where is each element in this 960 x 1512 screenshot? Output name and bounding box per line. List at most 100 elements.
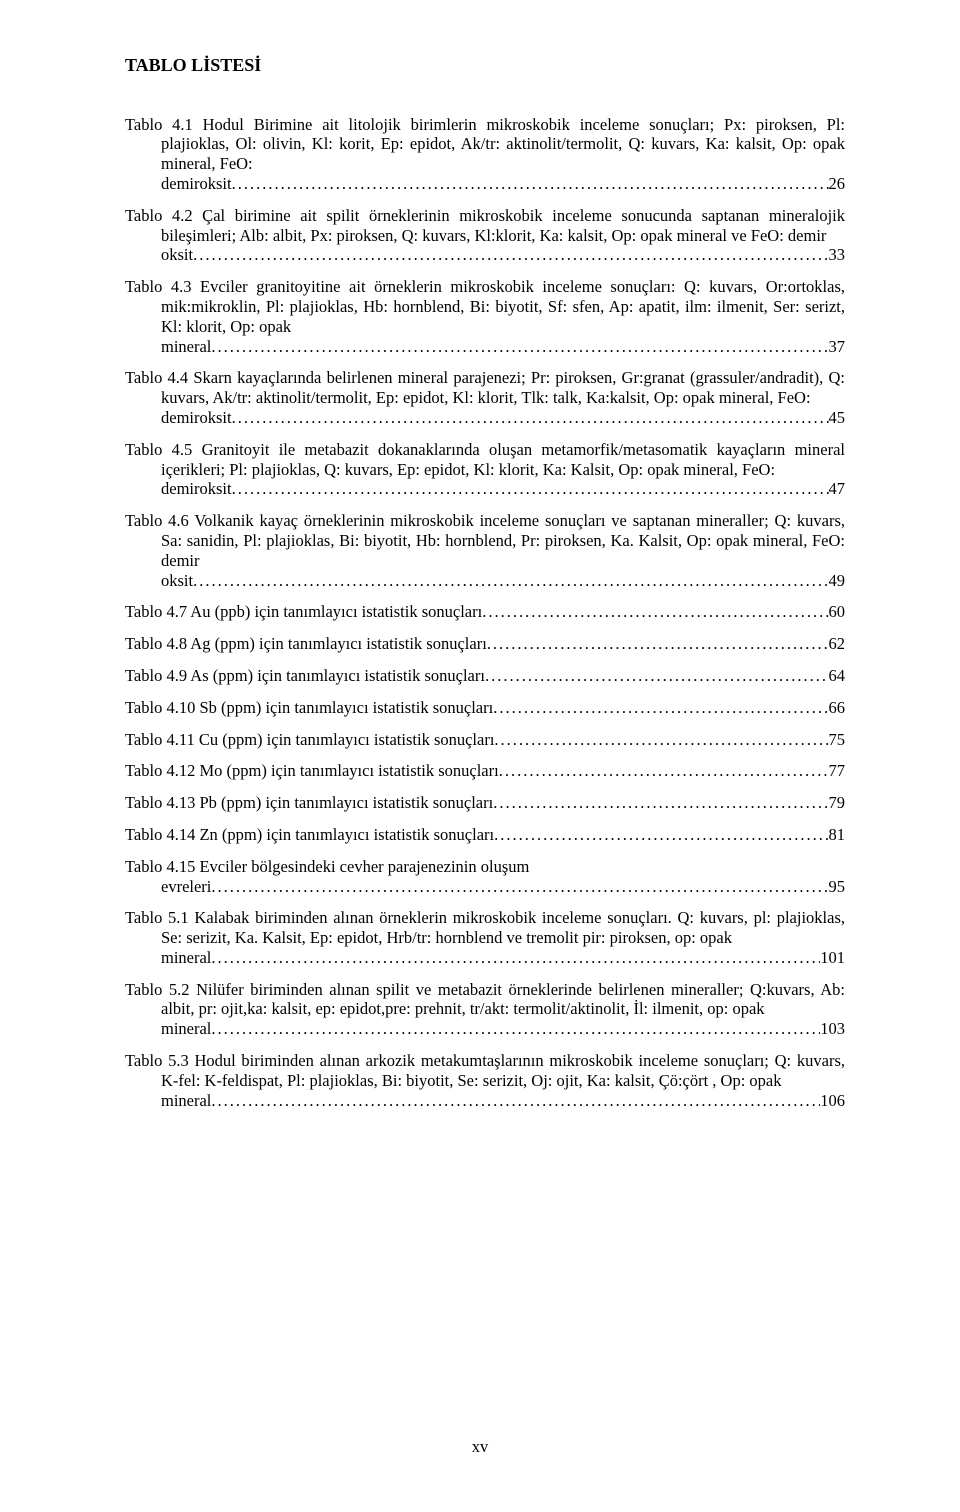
toc-entry-text: Tablo 4.5 Granitoyit ile metabazit dokan… <box>161 440 845 480</box>
toc-entry-tail: mineral. <box>161 948 216 968</box>
toc-row: oksit. .................................… <box>161 571 845 591</box>
toc-entry: Tablo 4.8 Ag (ppm) için tanımlayıcı ista… <box>125 634 845 654</box>
toc-row: demiroksit. ............................… <box>161 174 845 194</box>
toc-entry-tail: evreleri. <box>161 877 216 897</box>
toc-page-number: 95 <box>829 877 846 897</box>
toc-entry-text: Tablo 4.7 Au (ppb) için tanımlayıcı ista… <box>125 602 486 622</box>
toc-entry: Tablo 4.6 Volkanik kayaç örneklerinin mi… <box>125 511 845 590</box>
toc-page-number: 101 <box>820 948 845 968</box>
toc-row: Tablo 4.8 Ag (ppm) için tanımlayıcı ista… <box>125 634 845 654</box>
toc-row: Tablo 4.12 Mo (ppm) için tanımlayıcı ist… <box>125 761 845 781</box>
toc-page-number: 77 <box>829 761 846 781</box>
toc-leaders: ........................................… <box>236 174 829 194</box>
toc-entry: Tablo 4.13 Pb (ppm) için tanımlayıcı ist… <box>125 793 845 813</box>
toc-entry: Tablo 5.1 Kalabak biriminden alınan örne… <box>125 908 845 967</box>
toc-row: Tablo 4.10 Sb (ppm) için tanımlayıcı ist… <box>125 698 845 718</box>
toc-leaders: ........................................… <box>216 337 829 357</box>
toc-entry-text: Tablo 4.6 Volkanik kayaç örneklerinin mi… <box>161 511 845 570</box>
toc-entry-text: Tablo 4.1 Hodul Birimine ait litolojik b… <box>161 115 845 174</box>
toc-entry-text: Tablo 4.10 Sb (ppm) için tanımlayıcı ist… <box>125 698 497 718</box>
toc-entry-tail: oksit. <box>161 245 197 265</box>
toc-page-number: 45 <box>829 408 846 428</box>
toc-leaders: ........................................… <box>497 793 828 813</box>
toc-entry: Tablo 4.2 Çal birimine ait spilit örnekl… <box>125 206 845 265</box>
toc-entry-tail: mineral. <box>161 1019 216 1039</box>
table-of-tables: Tablo 4.1 Hodul Birimine ait litolojik b… <box>125 115 845 1111</box>
toc-entry-text: Tablo 4.12 Mo (ppm) için tanımlayıcı ist… <box>125 761 503 781</box>
toc-page-number: 62 <box>829 634 846 654</box>
toc-entry: Tablo 4.15 Evciler bölgesindeki cevher p… <box>125 857 845 897</box>
toc-entry-text: Tablo 4.15 Evciler bölgesindeki cevher p… <box>161 857 845 877</box>
toc-row: mineral. ...............................… <box>161 1091 845 1111</box>
toc-entry: Tablo 4.4 Skarn kayaçlarında belirlenen … <box>125 368 845 427</box>
toc-entry-text: Tablo 5.3 Hodul biriminden alınan arkozi… <box>161 1051 845 1091</box>
toc-entry-text: Tablo 4.9 As (ppm) için tanımlayıcı ista… <box>125 666 489 686</box>
toc-page-number: 79 <box>829 793 846 813</box>
toc-page-number: 26 <box>829 174 846 194</box>
toc-leaders: ........................................… <box>216 1091 821 1111</box>
toc-entry: Tablo 4.5 Granitoyit ile metabazit dokan… <box>125 440 845 499</box>
toc-page-number: 60 <box>829 602 846 622</box>
toc-entry-text: Tablo 4.4 Skarn kayaçlarında belirlenen … <box>161 368 845 408</box>
toc-leaders: ........................................… <box>486 602 828 622</box>
toc-entry-text: Tablo 4.14 Zn (ppm) için tanımlayıcı ist… <box>125 825 498 845</box>
toc-leaders: ........................................… <box>491 634 829 654</box>
toc-page-number: 37 <box>829 337 846 357</box>
toc-page-number: 66 <box>829 698 846 718</box>
toc-page-number: 81 <box>829 825 846 845</box>
toc-entry-text: Tablo 4.11 Cu (ppm) için tanımlayıcı ist… <box>125 730 499 750</box>
toc-leaders: ........................................… <box>236 479 829 499</box>
toc-leaders: ........................................… <box>499 730 829 750</box>
toc-row: oksit. .................................… <box>161 245 845 265</box>
toc-leaders: ........................................… <box>197 571 828 591</box>
toc-entry-tail: demiroksit. <box>161 479 236 499</box>
toc-entry-text: Tablo 4.8 Ag (ppm) için tanımlayıcı ista… <box>125 634 491 654</box>
toc-leaders: ........................................… <box>489 666 828 686</box>
toc-entry-text: Tablo 5.1 Kalabak biriminden alınan örne… <box>161 908 845 948</box>
toc-row: Tablo 4.14 Zn (ppm) için tanımlayıcı ist… <box>125 825 845 845</box>
toc-entry-tail: demiroksit. <box>161 174 236 194</box>
toc-leaders: ........................................… <box>216 1019 821 1039</box>
toc-entry-tail: mineral. <box>161 337 216 357</box>
toc-entry: Tablo 4.10 Sb (ppm) için tanımlayıcı ist… <box>125 698 845 718</box>
toc-entry-tail: oksit. <box>161 571 197 591</box>
toc-leaders: ........................................… <box>498 825 828 845</box>
toc-row: mineral. ...............................… <box>161 948 845 968</box>
toc-entry-text: Tablo 5.2 Nilüfer biriminden alınan spil… <box>161 980 845 1020</box>
toc-entry-text: Tablo 4.13 Pb (ppm) için tanımlayıcı ist… <box>125 793 497 813</box>
toc-row: demiroksit. ............................… <box>161 479 845 499</box>
toc-leaders: ........................................… <box>503 761 829 781</box>
toc-entry: Tablo 4.12 Mo (ppm) için tanımlayıcı ist… <box>125 761 845 781</box>
toc-row: Tablo 4.11 Cu (ppm) için tanımlayıcı ist… <box>125 730 845 750</box>
toc-entry: Tablo 4.9 As (ppm) için tanımlayıcı ista… <box>125 666 845 686</box>
toc-page-number: 106 <box>820 1091 845 1111</box>
page-number-footer: xv <box>0 1437 960 1457</box>
toc-page-number: 64 <box>829 666 846 686</box>
toc-leaders: ........................................… <box>236 408 829 428</box>
toc-row: Tablo 4.7 Au (ppb) için tanımlayıcı ista… <box>125 602 845 622</box>
toc-leaders: ........................................… <box>497 698 828 718</box>
toc-row: Tablo 4.13 Pb (ppm) için tanımlayıcı ist… <box>125 793 845 813</box>
toc-entry-tail: demiroksit. <box>161 408 236 428</box>
toc-leaders: ........................................… <box>216 877 829 897</box>
toc-entry: Tablo 4.1 Hodul Birimine ait litolojik b… <box>125 115 845 194</box>
toc-row: mineral. ...............................… <box>161 1019 845 1039</box>
toc-entry-tail: mineral. <box>161 1091 216 1111</box>
toc-leaders: ........................................… <box>197 245 828 265</box>
toc-entry: Tablo 5.2 Nilüfer biriminden alınan spil… <box>125 980 845 1039</box>
toc-row: evreleri. ..............................… <box>161 877 845 897</box>
toc-entry: Tablo 4.7 Au (ppb) için tanımlayıcı ista… <box>125 602 845 622</box>
toc-entry: Tablo 4.11 Cu (ppm) için tanımlayıcı ist… <box>125 730 845 750</box>
toc-page-number: 103 <box>820 1019 845 1039</box>
toc-leaders: ........................................… <box>216 948 821 968</box>
toc-page-number: 47 <box>829 479 846 499</box>
toc-page-number: 49 <box>829 571 846 591</box>
toc-entry: Tablo 4.14 Zn (ppm) için tanımlayıcı ist… <box>125 825 845 845</box>
toc-row: Tablo 4.9 As (ppm) için tanımlayıcı ista… <box>125 666 845 686</box>
toc-entry: Tablo 4.3 Evciler granitoyitine ait örne… <box>125 277 845 356</box>
page-title: TABLO LİSTESİ <box>125 55 845 77</box>
toc-row: mineral. ...............................… <box>161 337 845 357</box>
toc-entry: Tablo 5.3 Hodul biriminden alınan arkozi… <box>125 1051 845 1110</box>
toc-entry-text: Tablo 4.2 Çal birimine ait spilit örnekl… <box>161 206 845 246</box>
toc-page-number: 75 <box>829 730 846 750</box>
